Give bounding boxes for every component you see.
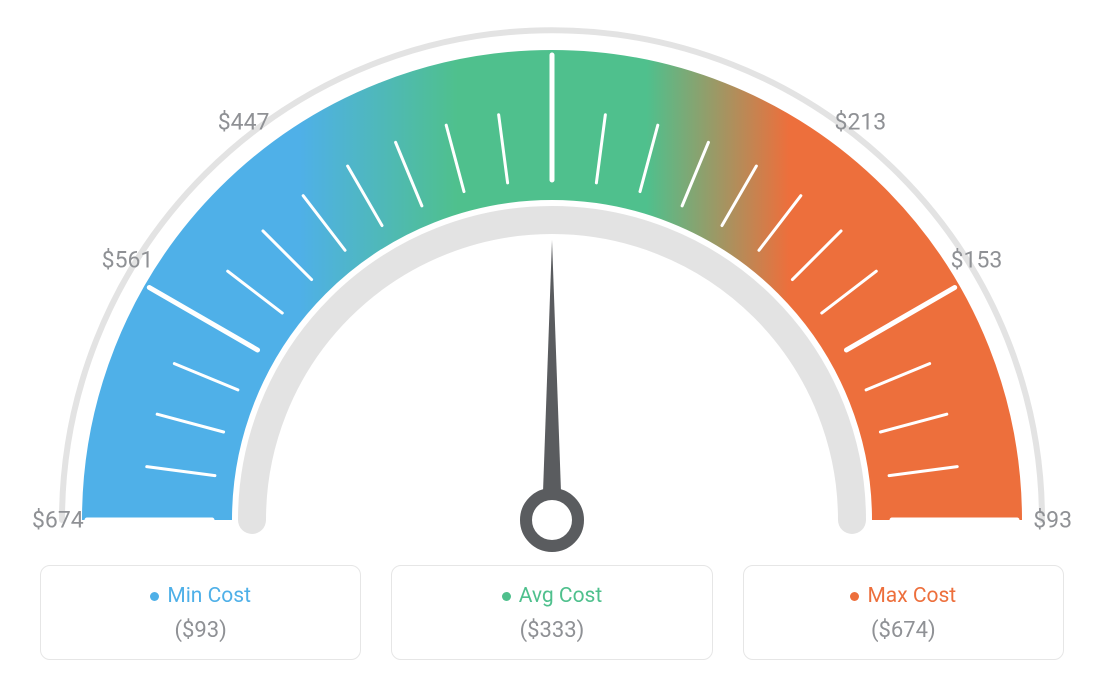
gauge-svg: [0, 0, 1104, 560]
dot-icon: [150, 592, 159, 601]
tick-label: $93: [1033, 507, 1072, 534]
legend-avg-value: ($333): [402, 618, 701, 643]
needle: [526, 240, 578, 546]
tick-label: $213: [835, 108, 887, 135]
legend-max-label: Max Cost: [867, 584, 956, 608]
legend-max-title: Max Cost: [850, 584, 956, 608]
dot-icon: [502, 592, 511, 601]
needle-hub: [526, 494, 578, 546]
dot-icon: [850, 592, 859, 601]
legend-avg-box: Avg Cost ($333): [391, 565, 712, 660]
legend-avg-label: Avg Cost: [519, 584, 603, 608]
tick-label: $447: [218, 108, 270, 135]
tick-label: $561: [102, 247, 154, 274]
legend-row: Min Cost ($93) Avg Cost ($333) Max Cost …: [40, 565, 1064, 660]
legend-min-value: ($93): [51, 618, 350, 643]
legend-min-box: Min Cost ($93): [40, 565, 361, 660]
tick-label: $674: [32, 507, 84, 534]
legend-min-title: Min Cost: [150, 584, 251, 608]
legend-avg-title: Avg Cost: [502, 584, 603, 608]
legend-max-value: ($674): [754, 618, 1053, 643]
legend-max-box: Max Cost ($674): [743, 565, 1064, 660]
legend-min-label: Min Cost: [167, 584, 251, 608]
gauge-chart: $93$153$213$333$447$561$674: [0, 0, 1104, 560]
tick-label: $153: [951, 247, 1003, 274]
